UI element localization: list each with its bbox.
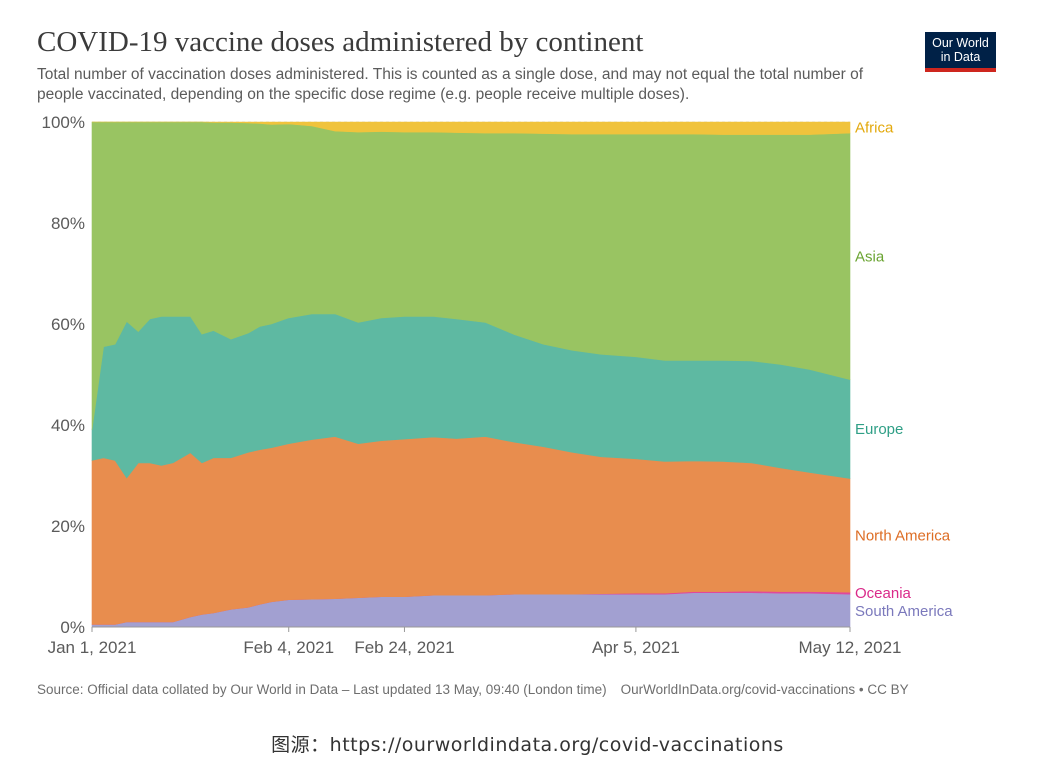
y-tick-label: 100%	[42, 113, 85, 132]
chart-areas	[91, 121, 851, 628]
source-text: Source: Official data collated by Our Wo…	[37, 682, 607, 697]
stacked-area-chart[interactable]: 0% 20% 40% 60% 80% 100% Jan 1, 2021 Feb 4, 202…	[0, 0, 1055, 680]
x-tick-label: Apr 5, 2021	[592, 638, 680, 657]
y-axis: 0% 20% 40% 60% 80% 100%	[42, 113, 85, 637]
x-axis: Jan 1, 2021 Feb 4, 2021 Feb 24, 2021 Apr 5,…	[48, 626, 902, 657]
series-label-north-america[interactable]: North America	[855, 527, 951, 544]
x-tick-label: Feb 24, 2021	[354, 638, 454, 657]
owid-logo[interactable]: Our World in Data	[925, 32, 996, 72]
source-footer: Source: Official data collated by Our Wo…	[37, 682, 909, 697]
y-tick-label: 20%	[51, 517, 85, 536]
image-caption: 图源：https://ourworldindata.org/covid-vacc…	[271, 734, 784, 756]
series-label-oceania[interactable]: Oceania	[855, 585, 912, 602]
x-tick-label: May 12, 2021	[798, 638, 901, 657]
series-labels: Africa Asia Europe North America OceaniaSout…	[855, 120, 953, 621]
chart-subtitle: Total number of vaccination doses admini…	[37, 66, 864, 103]
area-africa[interactable]	[92, 121, 851, 135]
series-label-europe[interactable]: Europe	[855, 421, 903, 438]
series-label-south-america[interactable]: South America	[855, 603, 953, 620]
logo-line-2: in Data	[940, 50, 981, 64]
source-link[interactable]: OurWorldInData.org/covid-vaccinations • …	[620, 682, 909, 697]
y-tick-label: 40%	[51, 416, 85, 435]
y-tick-label: 80%	[51, 214, 85, 233]
series-label-africa[interactable]: Africa	[855, 120, 894, 137]
x-tick-label: Feb 4, 2021	[243, 638, 334, 657]
logo-line-1: Our World	[932, 36, 989, 50]
chart-title: COVID-19 vaccine doses administered by c…	[37, 26, 644, 58]
y-tick-label: 60%	[51, 315, 85, 334]
series-label-asia[interactable]: Asia	[855, 248, 885, 265]
y-tick-label: 0%	[60, 618, 85, 637]
x-tick-label: Jan 1, 2021	[48, 638, 137, 657]
